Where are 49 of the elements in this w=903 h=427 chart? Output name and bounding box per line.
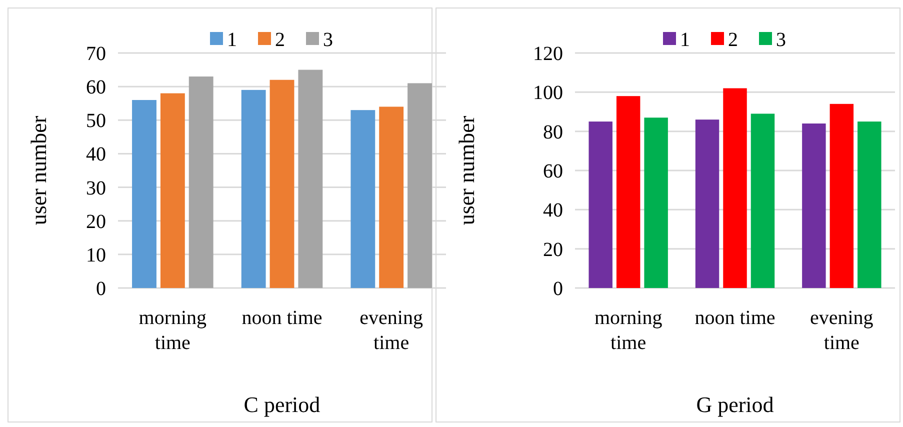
x-tick-label: evening time xyxy=(360,307,423,354)
legend-label: 2 xyxy=(728,29,738,51)
y-tick-label: 30 xyxy=(86,177,106,200)
bar xyxy=(695,120,720,288)
y-tick-label: 20 xyxy=(543,238,563,261)
bar xyxy=(188,76,214,288)
bar xyxy=(350,110,376,288)
y-tick-label: 70 xyxy=(86,43,106,65)
bar xyxy=(132,100,156,288)
bar xyxy=(298,70,323,288)
legend-label: 2 xyxy=(275,29,285,51)
y-tick-label: 10 xyxy=(86,244,106,266)
y-axis-title: user number xyxy=(26,115,51,226)
bar xyxy=(723,88,747,288)
y-tick-label: 80 xyxy=(543,121,563,144)
x-tick-label: evening time xyxy=(810,307,874,354)
x-tick-label: morning time xyxy=(594,307,662,354)
x-tick-label: noon time xyxy=(242,307,322,329)
bar xyxy=(644,118,668,288)
bar xyxy=(750,114,775,288)
bar xyxy=(270,80,294,288)
y-tick-label: 50 xyxy=(86,110,106,132)
y-axis-title: user number xyxy=(454,115,479,226)
bar xyxy=(241,90,266,288)
bar xyxy=(830,104,854,288)
bar xyxy=(160,93,185,288)
text: C period xyxy=(244,392,320,417)
bar xyxy=(408,83,432,288)
y-tick-label: 60 xyxy=(543,160,563,182)
legend-label: 3 xyxy=(323,29,333,51)
y-tick-label: 0 xyxy=(553,278,563,300)
bar xyxy=(379,106,404,288)
legend-label: 1 xyxy=(227,29,237,51)
y-tick-label: 120 xyxy=(533,43,563,65)
y-tick-label: 40 xyxy=(86,144,106,166)
x-tick-label: morning time xyxy=(138,307,207,354)
y-tick-label: 0 xyxy=(96,278,106,300)
legend-label: 3 xyxy=(776,29,786,51)
y-tick-label: 100 xyxy=(533,82,563,104)
bar xyxy=(588,122,612,288)
legend-label: 1 xyxy=(680,29,690,51)
y-tick-label: 40 xyxy=(543,200,563,222)
y-tick-label: 60 xyxy=(86,76,106,99)
bar xyxy=(616,96,640,288)
text: G period xyxy=(696,392,774,417)
bar xyxy=(802,124,826,288)
x-tick-label: noon time xyxy=(694,307,776,329)
y-tick-label: 20 xyxy=(86,210,106,233)
bar xyxy=(858,122,882,288)
